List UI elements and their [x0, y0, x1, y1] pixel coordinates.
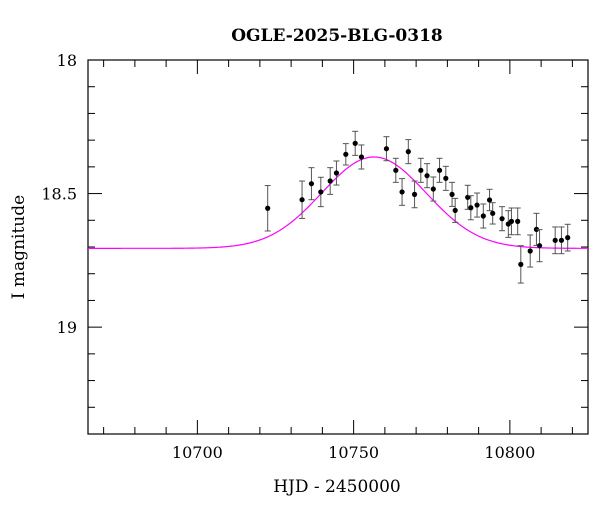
data-marker — [480, 213, 486, 219]
data-point — [327, 167, 334, 195]
plot-frame — [87, 59, 589, 435]
data-marker — [430, 186, 436, 192]
data-point — [299, 180, 306, 219]
x-tick-label: 10700 — [172, 443, 223, 462]
data-marker — [518, 261, 524, 267]
data-marker — [393, 167, 399, 173]
data-marker — [468, 205, 474, 211]
data-point — [486, 188, 493, 212]
data-marker — [327, 178, 333, 184]
data-marker — [552, 237, 558, 243]
data-marker — [443, 175, 449, 181]
x-tick-labels: 10700 10750 10800 — [172, 443, 535, 462]
data-marker — [486, 197, 493, 203]
data-point — [474, 192, 481, 218]
data-point — [352, 130, 359, 156]
data-point — [417, 157, 424, 183]
x-tick-label: 10750 — [328, 443, 379, 462]
data-point — [317, 176, 324, 208]
data-marker — [436, 167, 443, 173]
data-point — [405, 139, 412, 165]
data-point — [527, 234, 534, 268]
y-axis-label: I magnitude — [9, 195, 29, 299]
data-point — [383, 136, 390, 162]
data-marker — [383, 146, 390, 152]
y-tick-label: 19 — [57, 318, 77, 337]
y-tick-label: 18 — [57, 51, 77, 70]
data-point — [499, 206, 506, 232]
data-point — [411, 180, 418, 209]
data-point — [514, 207, 521, 236]
data-marker — [527, 248, 533, 254]
data-points — [264, 130, 571, 284]
data-marker — [536, 243, 543, 249]
data-marker — [358, 154, 365, 160]
data-marker — [333, 170, 340, 176]
data-point — [308, 167, 315, 201]
x-axis-ticks — [103, 60, 573, 434]
data-point — [467, 195, 474, 221]
data-marker — [508, 218, 515, 224]
y-tick-labels: 18 18.5 19 — [41, 51, 77, 337]
data-marker — [265, 205, 271, 211]
data-point — [558, 226, 565, 255]
data-marker — [318, 189, 324, 195]
x-tick-label: 10800 — [484, 443, 535, 462]
data-marker — [474, 202, 480, 208]
data-point — [449, 181, 456, 207]
data-point — [489, 202, 496, 225]
data-marker — [411, 191, 418, 197]
data-point — [505, 210, 512, 238]
data-point — [333, 160, 340, 186]
data-point — [399, 178, 406, 206]
model-curve — [88, 156, 589, 249]
chart-title: OGLE-2025-BLG-0318 — [231, 26, 443, 46]
data-marker — [308, 181, 315, 187]
data-marker — [405, 149, 411, 155]
data-marker — [533, 226, 540, 232]
data-marker — [452, 207, 458, 214]
data-point — [536, 229, 543, 263]
y-tick-label: 18.5 — [41, 185, 77, 204]
data-marker — [490, 210, 496, 216]
x-axis-label: HJD - 2450000 — [273, 477, 401, 497]
y-axis-ticks — [88, 59, 588, 435]
data-point — [564, 223, 571, 252]
data-point — [392, 157, 399, 183]
data-point — [508, 207, 515, 236]
data-marker — [558, 237, 565, 243]
data-point — [430, 176, 437, 202]
data-marker — [418, 167, 424, 173]
data-point — [452, 197, 459, 223]
data-point — [358, 144, 365, 170]
data-point — [342, 143, 349, 166]
data-marker — [449, 191, 455, 197]
data-point — [264, 185, 271, 232]
data-marker — [565, 235, 571, 241]
data-point — [424, 163, 431, 189]
data-marker — [424, 173, 430, 179]
data-point — [517, 245, 524, 284]
data-marker — [343, 151, 349, 157]
data-marker — [352, 140, 358, 146]
data-point — [436, 157, 443, 183]
data-point — [552, 226, 559, 255]
data-point — [442, 165, 449, 191]
data-point — [480, 203, 487, 229]
data-marker — [299, 197, 305, 203]
data-marker — [499, 216, 505, 222]
data-marker — [399, 189, 405, 195]
data-marker — [515, 218, 521, 224]
